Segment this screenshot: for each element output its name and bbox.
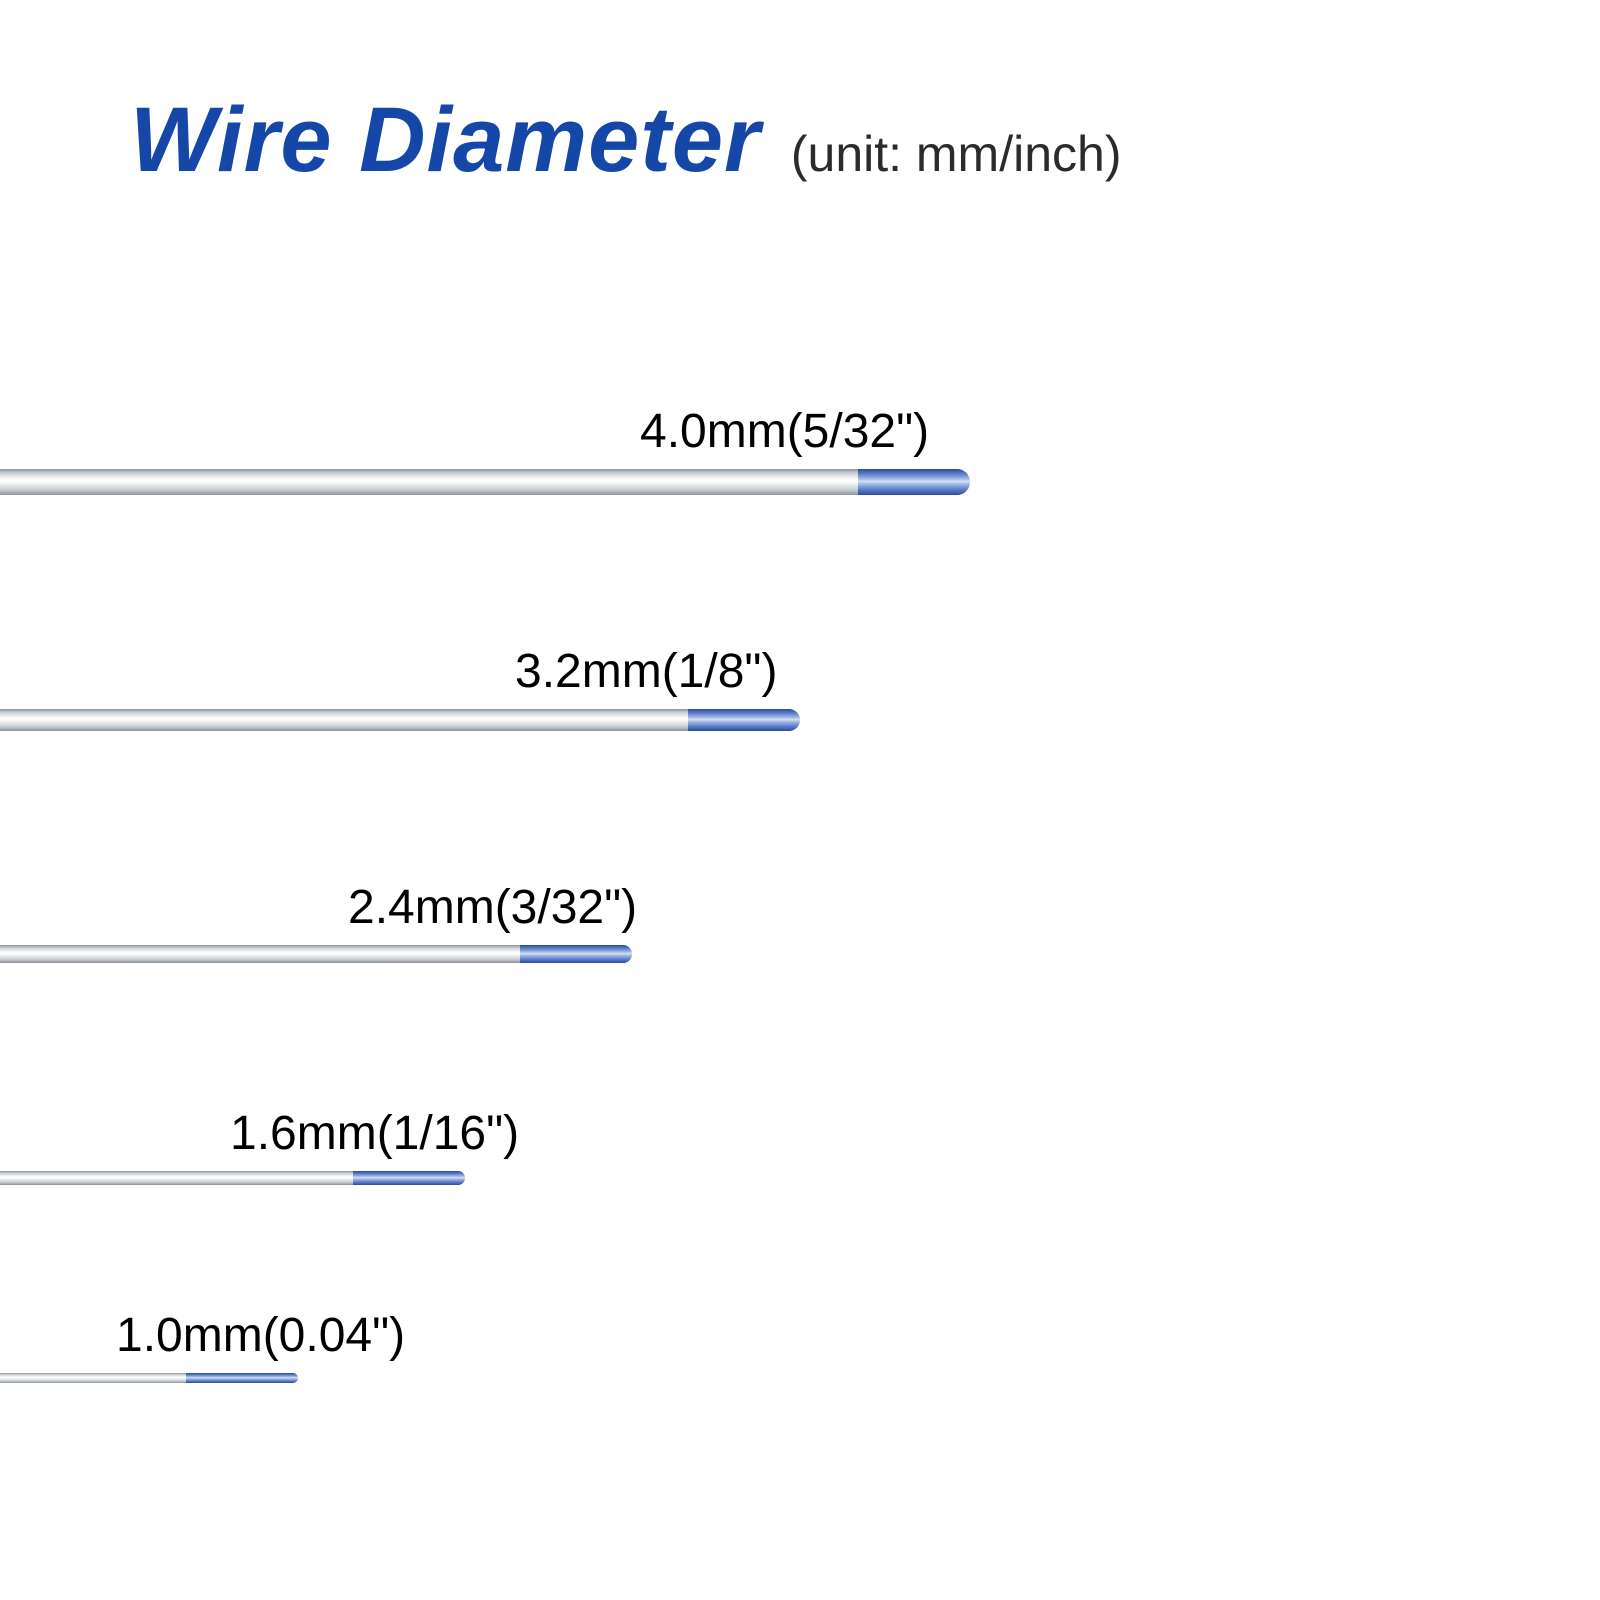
wire-rod	[0, 709, 800, 731]
wire-rod	[0, 469, 970, 495]
header: Wire Diameter (unit: mm/inch)	[130, 88, 1121, 193]
wire-row: 4.0mm(5/32")	[0, 469, 970, 495]
wire-tip	[186, 1373, 298, 1383]
wire-tip	[353, 1171, 465, 1185]
wire-row: 1.6mm(1/16")	[0, 1171, 465, 1185]
wire-tip	[858, 469, 970, 495]
wire-label: 4.0mm(5/32")	[640, 404, 929, 459]
wire-row: 1.0mm(0.04")	[0, 1373, 298, 1383]
wire-row: 3.2mm(1/8")	[0, 709, 800, 731]
wire-label: 1.0mm(0.04")	[116, 1308, 405, 1363]
wire-label: 1.6mm(1/16")	[230, 1106, 519, 1161]
wire-tip	[688, 709, 800, 731]
unit-label: (unit: mm/inch)	[791, 125, 1122, 183]
diagram-canvas: { "header": { "title": "Wire Diameter", …	[0, 0, 1600, 1600]
page-title: Wire Diameter	[130, 88, 761, 193]
wire-tip	[520, 945, 632, 963]
wire-label: 3.2mm(1/8")	[515, 644, 777, 699]
wire-row: 2.4mm(3/32")	[0, 945, 632, 963]
wire-label: 2.4mm(3/32")	[348, 880, 637, 935]
